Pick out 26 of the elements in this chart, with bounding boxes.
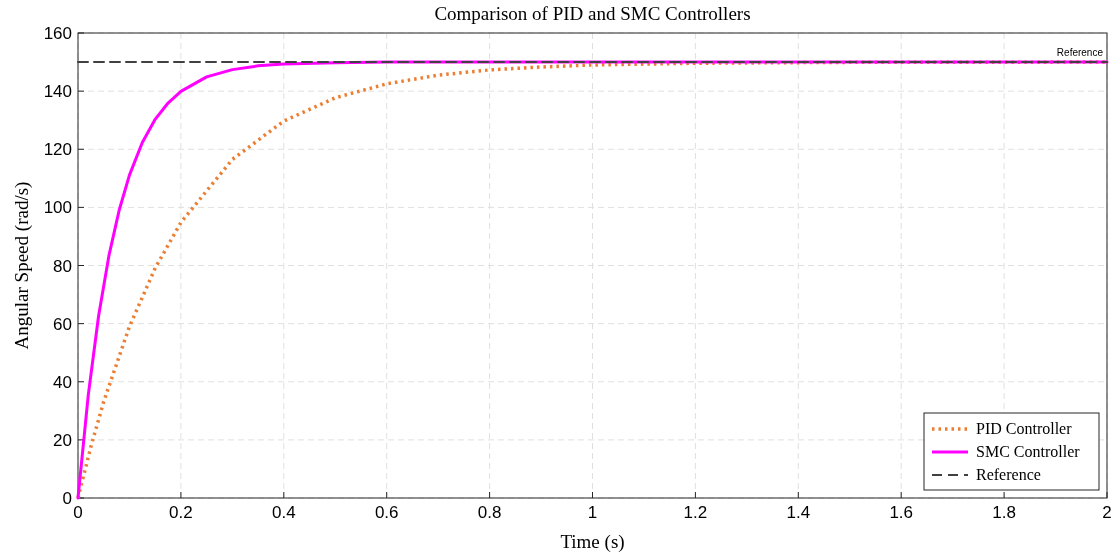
y-tick-label: 40 [53, 372, 72, 392]
y-tick-label: 60 [53, 314, 72, 334]
y-tick-label: 20 [53, 430, 72, 450]
annotation: Reference [1056, 47, 1104, 59]
x-tick-label: 1.8 [992, 503, 1016, 522]
legend-label: Reference [976, 466, 1041, 483]
x-tick-label: 0.6 [374, 503, 399, 522]
x-tick-label: 2 [1102, 503, 1112, 522]
x-tick-label: 1 [587, 503, 598, 522]
x-tick-label: 0.4 [271, 503, 296, 522]
x-tick-label: 1.4 [786, 503, 811, 522]
y-tick-label: 120 [43, 140, 72, 160]
y-tick-label: 80 [53, 256, 72, 276]
x-tick-label: 0.8 [477, 503, 502, 522]
x-tick-label: 0.2 [169, 503, 193, 522]
x-tick-label: 1.6 [889, 503, 914, 522]
y-tick-label: 100 [43, 198, 72, 218]
chart-title: Comparison of PID and SMC Controllers [434, 3, 751, 24]
y-tick-label: 160 [43, 24, 72, 43]
legend-label: PID Controller [976, 420, 1073, 437]
legend-label: SMC Controller [976, 443, 1081, 460]
x-axis-title: Time (s) [560, 531, 625, 553]
x-tick-label: 1.2 [683, 503, 708, 522]
y-tick-label: 0 [62, 489, 72, 508]
y-axis-title: Angular Speed (rad/s) [11, 181, 33, 350]
y-tick-label: 140 [43, 82, 72, 102]
